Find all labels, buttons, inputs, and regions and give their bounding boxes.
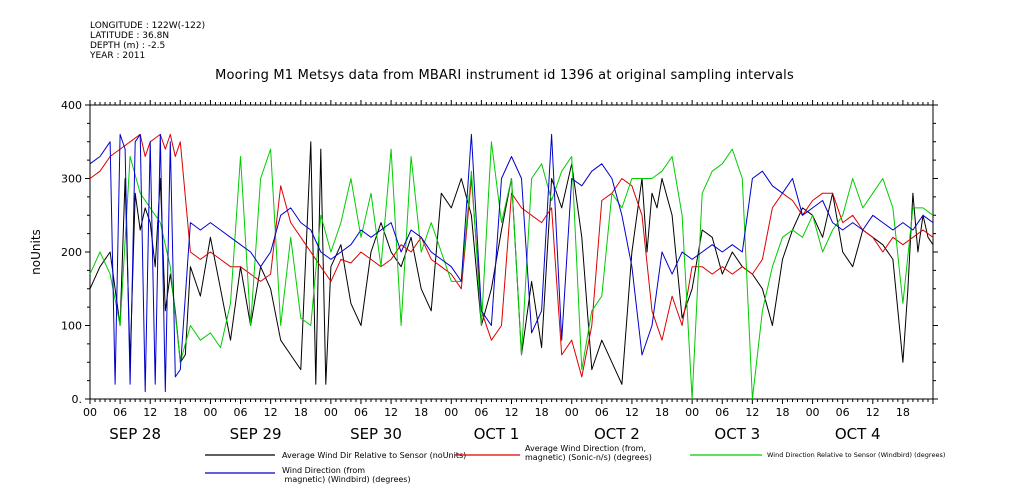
series-line-3	[89, 141, 934, 400]
metadata-block: LONGITUDE : 122W(-122) LATITUDE : 36.8N …	[90, 21, 205, 61]
series-line-4	[89, 133, 934, 393]
x-day-label: SEP 28	[109, 425, 161, 443]
y-axis-label: noUnits	[29, 229, 43, 275]
series-line-1	[89, 141, 934, 385]
year-text: YEAR : 2011	[90, 51, 146, 61]
x-hour-label: 18	[173, 406, 187, 419]
y-tick-label: 100	[61, 320, 82, 333]
x-hour-label: 00	[565, 406, 579, 419]
x-hour-label: 00	[444, 406, 458, 419]
series-line-2	[89, 133, 934, 378]
legend-label-2: Average Wind Direction (from, magnetic) (…	[525, 444, 652, 462]
x-hour-label: 06	[715, 406, 729, 419]
x-hour-label: 00	[83, 406, 97, 419]
x-hour-label: 12	[745, 406, 759, 419]
x-hour-label: 00	[806, 406, 820, 419]
legend-label-4: Wind Direction (from magnetic) (Windbird…	[282, 466, 411, 484]
longitude-text: LONGITUDE : 122W(-122)	[90, 21, 206, 31]
x-hour-label: 06	[474, 406, 488, 419]
y-tick-label: 0.	[72, 393, 83, 406]
x-hour-label: 12	[505, 406, 519, 419]
x-day-label: OCT 4	[835, 425, 881, 443]
chart-title: Mooring M1 Metsys data from MBARI instru…	[215, 68, 794, 83]
x-day-label: SEP 29	[230, 425, 282, 443]
x-hour-label: 00	[685, 406, 699, 419]
y-tick-label: 400	[61, 99, 82, 112]
y-tick-label: 200	[61, 246, 82, 259]
x-hour-label: 18	[896, 406, 910, 419]
x-hour-label: 06	[836, 406, 850, 419]
x-hour-label: 18	[414, 406, 428, 419]
x-hour-label: 06	[113, 406, 127, 419]
y-tick-label: 300	[61, 173, 82, 186]
x-hour-label: 18	[294, 406, 308, 419]
x-day-label: OCT 2	[594, 425, 640, 443]
x-hour-label: 06	[354, 406, 368, 419]
x-hour-label: 12	[384, 406, 398, 419]
x-day-label: SEP 30	[350, 425, 402, 443]
latitude-text: LATITUDE : 36.8N	[90, 31, 170, 41]
x-hour-label: 12	[866, 406, 880, 419]
depth-text: DEPTH (m) : -2.5	[90, 41, 166, 51]
x-hour-label: 18	[535, 406, 549, 419]
x-hour-label: 06	[234, 406, 248, 419]
x-hour-label: 18	[775, 406, 789, 419]
x-hour-label: 18	[655, 406, 669, 419]
x-hour-label: 12	[625, 406, 639, 419]
x-hour-label: 06	[595, 406, 609, 419]
x-hour-label: 00	[203, 406, 217, 419]
plot-frame	[89, 104, 934, 400]
x-hour-label: 12	[143, 406, 157, 419]
x-hour-label: 12	[264, 406, 278, 419]
legend-label-1: Average Wind Dir Relative to Sensor (noU…	[282, 451, 466, 460]
x-day-label: OCT 1	[474, 425, 520, 443]
x-day-label: OCT 3	[714, 425, 760, 443]
legend-label-3: Wind Direction Relative to Sensor (Windb…	[767, 451, 945, 459]
x-hour-label: 00	[324, 406, 338, 419]
